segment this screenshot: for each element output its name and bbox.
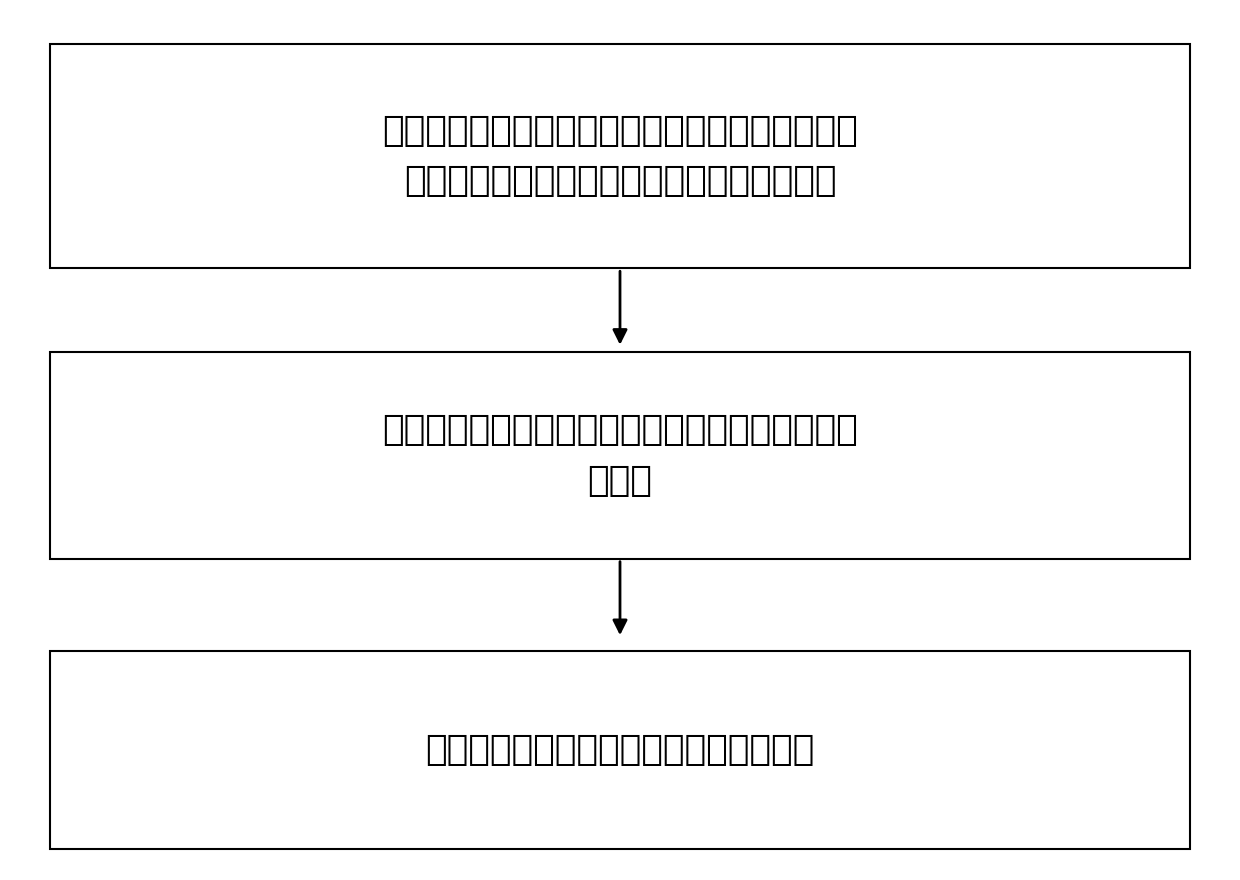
Text: 浸泡后，用脉冲式水流冲洗所述原水流道: 浸泡后，用脉冲式水流冲洗所述原水流道 (425, 733, 815, 767)
Text: 置换后，用所述置换水浸泡所述膜壳内部原水侧的
膜表面: 置换后，用所述置换水浸泡所述膜壳内部原水侧的 膜表面 (382, 414, 858, 497)
FancyBboxPatch shape (50, 651, 1190, 849)
FancyBboxPatch shape (50, 44, 1190, 268)
Text: 用置换水置换所述原水流道内的原水和浓水，降低
所述原水流道中的水的污染物或者矿物质浓度: 用置换水置换所述原水流道内的原水和浓水，降低 所述原水流道中的水的污染物或者矿物… (382, 114, 858, 198)
FancyBboxPatch shape (50, 352, 1190, 559)
